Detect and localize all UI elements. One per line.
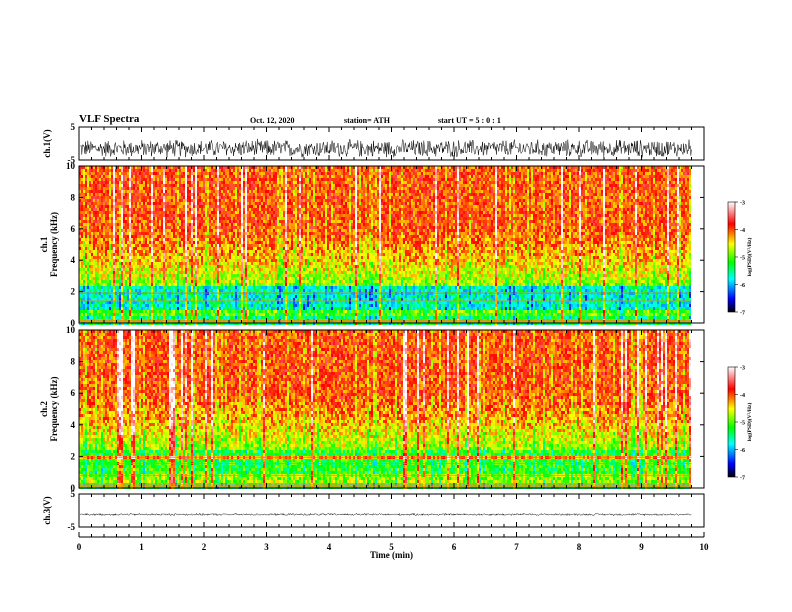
y-tick-label: 6 — [71, 388, 76, 398]
x-tick-label: 3 — [264, 542, 269, 552]
x-tick-label: 2 — [202, 542, 207, 552]
x-tick-label: 0 — [77, 542, 82, 552]
colorbar-tick-label: -3 — [740, 201, 745, 207]
date-label: Oct. 12, 2020 — [250, 116, 294, 125]
colorbar-gradient — [727, 201, 736, 313]
waveform-frame — [78, 126, 705, 161]
y-tick-label: 10 — [66, 161, 76, 171]
colorbar-tick-label: -4 — [740, 393, 745, 399]
x-tick-label: 1 — [139, 542, 144, 552]
x-axis-label: Time (min) — [370, 550, 413, 560]
x-tick-label: 10 — [700, 542, 710, 552]
x-tick-label: 8 — [577, 542, 582, 552]
waveform-ylabel: ch.1(V) — [42, 129, 52, 157]
y-tick-label: 8 — [71, 192, 76, 202]
colorbar-tick-label: -3 — [740, 366, 745, 372]
spectrogram-ylabel-frequency: Frequency (kHz) — [49, 212, 59, 277]
start-time-label: start UT = 5 : 0 : 1 — [438, 116, 501, 125]
colorbar-tick-label: -4 — [740, 228, 745, 234]
x-tick-label: 7 — [514, 542, 519, 552]
waveform-ylabel: ch.3(V) — [42, 496, 52, 524]
y-tick-label: -5 — [68, 155, 76, 165]
spectrogram-ylabel-channel: ch.2 — [39, 401, 49, 417]
y-tick-label: 10 — [66, 325, 76, 335]
chart-title: VLF Spectra — [79, 113, 139, 125]
colorbar-ch1: -3 -4 -5 -6 -7 log(PSD)(V²/Hz) — [727, 201, 753, 317]
y-tick-label: 2 — [71, 287, 76, 297]
x-tick-label: 5 — [389, 542, 394, 552]
spectrogram-ylabel-frequency: Frequency (kHz) — [49, 376, 59, 441]
colorbar-tick-label: -5 — [740, 421, 745, 427]
waveform-ch1-panel: 5 -5 ch.1(V) — [42, 122, 705, 165]
spectrogram-ch1-panel: 0 2 4 6 8 10 ch.1 Frequency (kHz) — [39, 161, 705, 328]
y-tick-label: 2 — [71, 451, 76, 461]
station-label: station= ATH — [344, 116, 390, 125]
colorbar-label: log(PSD)(V²/Hz) — [746, 403, 753, 442]
x-tick-label: 6 — [452, 542, 457, 552]
colorbar-tick-label: -5 — [740, 256, 745, 262]
spectrogram-cells — [79, 330, 691, 489]
waveform-trace — [79, 512, 692, 517]
colorbar-gradient — [727, 366, 736, 478]
spectrogram-cells — [79, 166, 691, 325]
colorbar-tick-label: -7 — [740, 311, 745, 317]
spectrogram-ch2-panel: 0 2 4 6 8 10 ch.2 Frequency (kHz) — [39, 325, 705, 493]
colorbar-tick-label: -6 — [740, 448, 745, 454]
y-tick-label: 0 — [71, 483, 76, 493]
x-tick-label: 9 — [639, 542, 644, 552]
y-tick-label: 5 — [71, 122, 76, 132]
y-tick-label: 0 — [71, 318, 76, 328]
colorbar-tick-label: -6 — [740, 283, 745, 289]
colorbar-ch2: -3 -4 -5 -6 -7 log(PSD)(V²/Hz) — [727, 366, 753, 482]
y-tick-label: -5 — [68, 522, 76, 532]
y-tick-label: 5 — [71, 489, 76, 499]
y-tick-label: 6 — [71, 224, 76, 234]
waveform-ch3-panel: 5 -5 ch.3(V) 0 1 2 3 4 5 6 7 8 9 10 Time (min) — [42, 489, 709, 560]
y-tick-label: 4 — [71, 255, 76, 265]
spectrogram-ylabel-channel: ch.1 — [39, 236, 49, 252]
waveform-trace — [79, 138, 692, 158]
colorbar-label: log(PSD)(V²/Hz) — [746, 238, 753, 277]
y-tick-label: 4 — [71, 420, 76, 430]
colorbar-tick-label: -7 — [740, 476, 745, 482]
y-tick-label: 8 — [71, 357, 76, 367]
x-tick-label: 4 — [327, 542, 332, 552]
